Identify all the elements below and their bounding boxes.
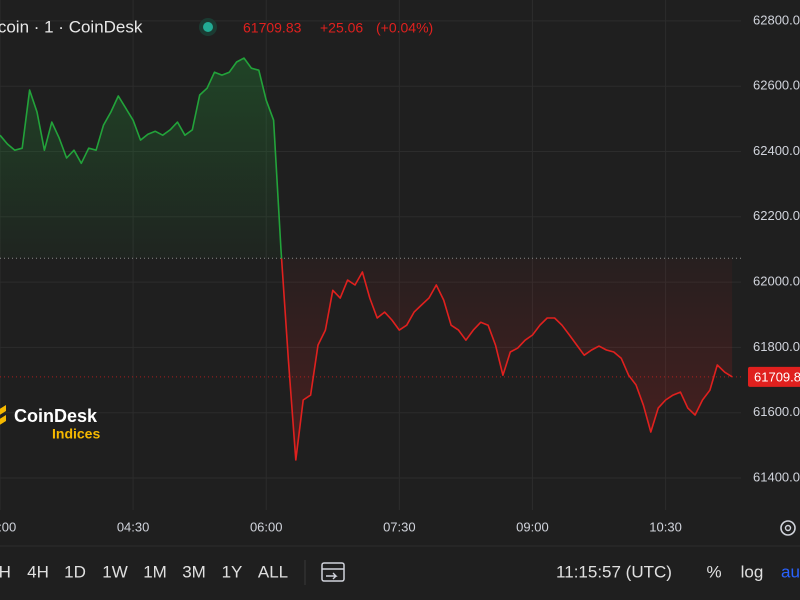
clock: 11:15:57 (UTC)	[556, 562, 672, 581]
watermark-brand: CoinDesk	[14, 406, 98, 426]
calendar[interactable]	[321, 562, 345, 582]
last-price-tag	[748, 366, 800, 387]
range-button[interactable]: 1D	[64, 562, 86, 581]
gear-center[interactable]	[784, 524, 792, 532]
y-tick-label: 62400.00	[753, 143, 800, 158]
x-tick-label: 04:30	[117, 519, 150, 534]
watermark-logo	[0, 405, 6, 425]
range-button[interactable]: 4H	[27, 562, 49, 581]
y-tick-label: 62200.00	[753, 208, 800, 223]
price: 61709.83	[243, 20, 302, 36]
area-fill	[0, 58, 733, 460]
watermark: CoinDesk Indices	[0, 405, 100, 442]
price-line	[0, 57, 733, 461]
x-tick-label: 03:00	[0, 519, 16, 534]
y-tick-label: 62800.00	[753, 12, 800, 27]
range-button[interactable]: 1W	[102, 562, 128, 581]
y-tick-label: 62600.00	[753, 78, 800, 93]
calendar-arrow[interactable]	[326, 572, 338, 580]
status-dot	[203, 22, 213, 32]
range-button[interactable]: 3M	[182, 562, 206, 581]
y-tick-label: 61600.00	[753, 404, 800, 419]
settings-icon[interactable]	[780, 520, 796, 536]
gear[interactable]	[780, 520, 796, 536]
auto-toggle[interactable]: auto	[781, 562, 800, 581]
x-tick-label: 09:00	[516, 519, 549, 534]
watermark-product: Indices	[52, 426, 100, 442]
y-tick-label: 62000.00	[753, 274, 800, 289]
x-tick-label: 07:30	[383, 519, 416, 534]
y-tick-label: 61800.00	[753, 339, 800, 354]
y-tick-label: 61400.00	[753, 469, 800, 484]
date-range-icon[interactable]	[321, 562, 345, 582]
range-button[interactable]: 1M	[143, 562, 167, 581]
x-tick-label: 06:00	[250, 519, 283, 534]
x-tick-label: 10:30	[649, 519, 682, 534]
log-toggle[interactable]: log	[741, 562, 764, 581]
percent-toggle[interactable]: %	[706, 562, 721, 581]
chart-title: Bitcoin · 1 · CoinDesk	[0, 17, 143, 36]
change: +25.06	[320, 20, 363, 36]
change-pct: (+0.04%)	[376, 20, 433, 36]
range-button[interactable]: ALL	[258, 562, 288, 581]
range-button[interactable]: 1H	[0, 562, 11, 581]
range-button[interactable]: 1Y	[222, 562, 243, 581]
last-price-label: 61709.83	[754, 369, 800, 384]
